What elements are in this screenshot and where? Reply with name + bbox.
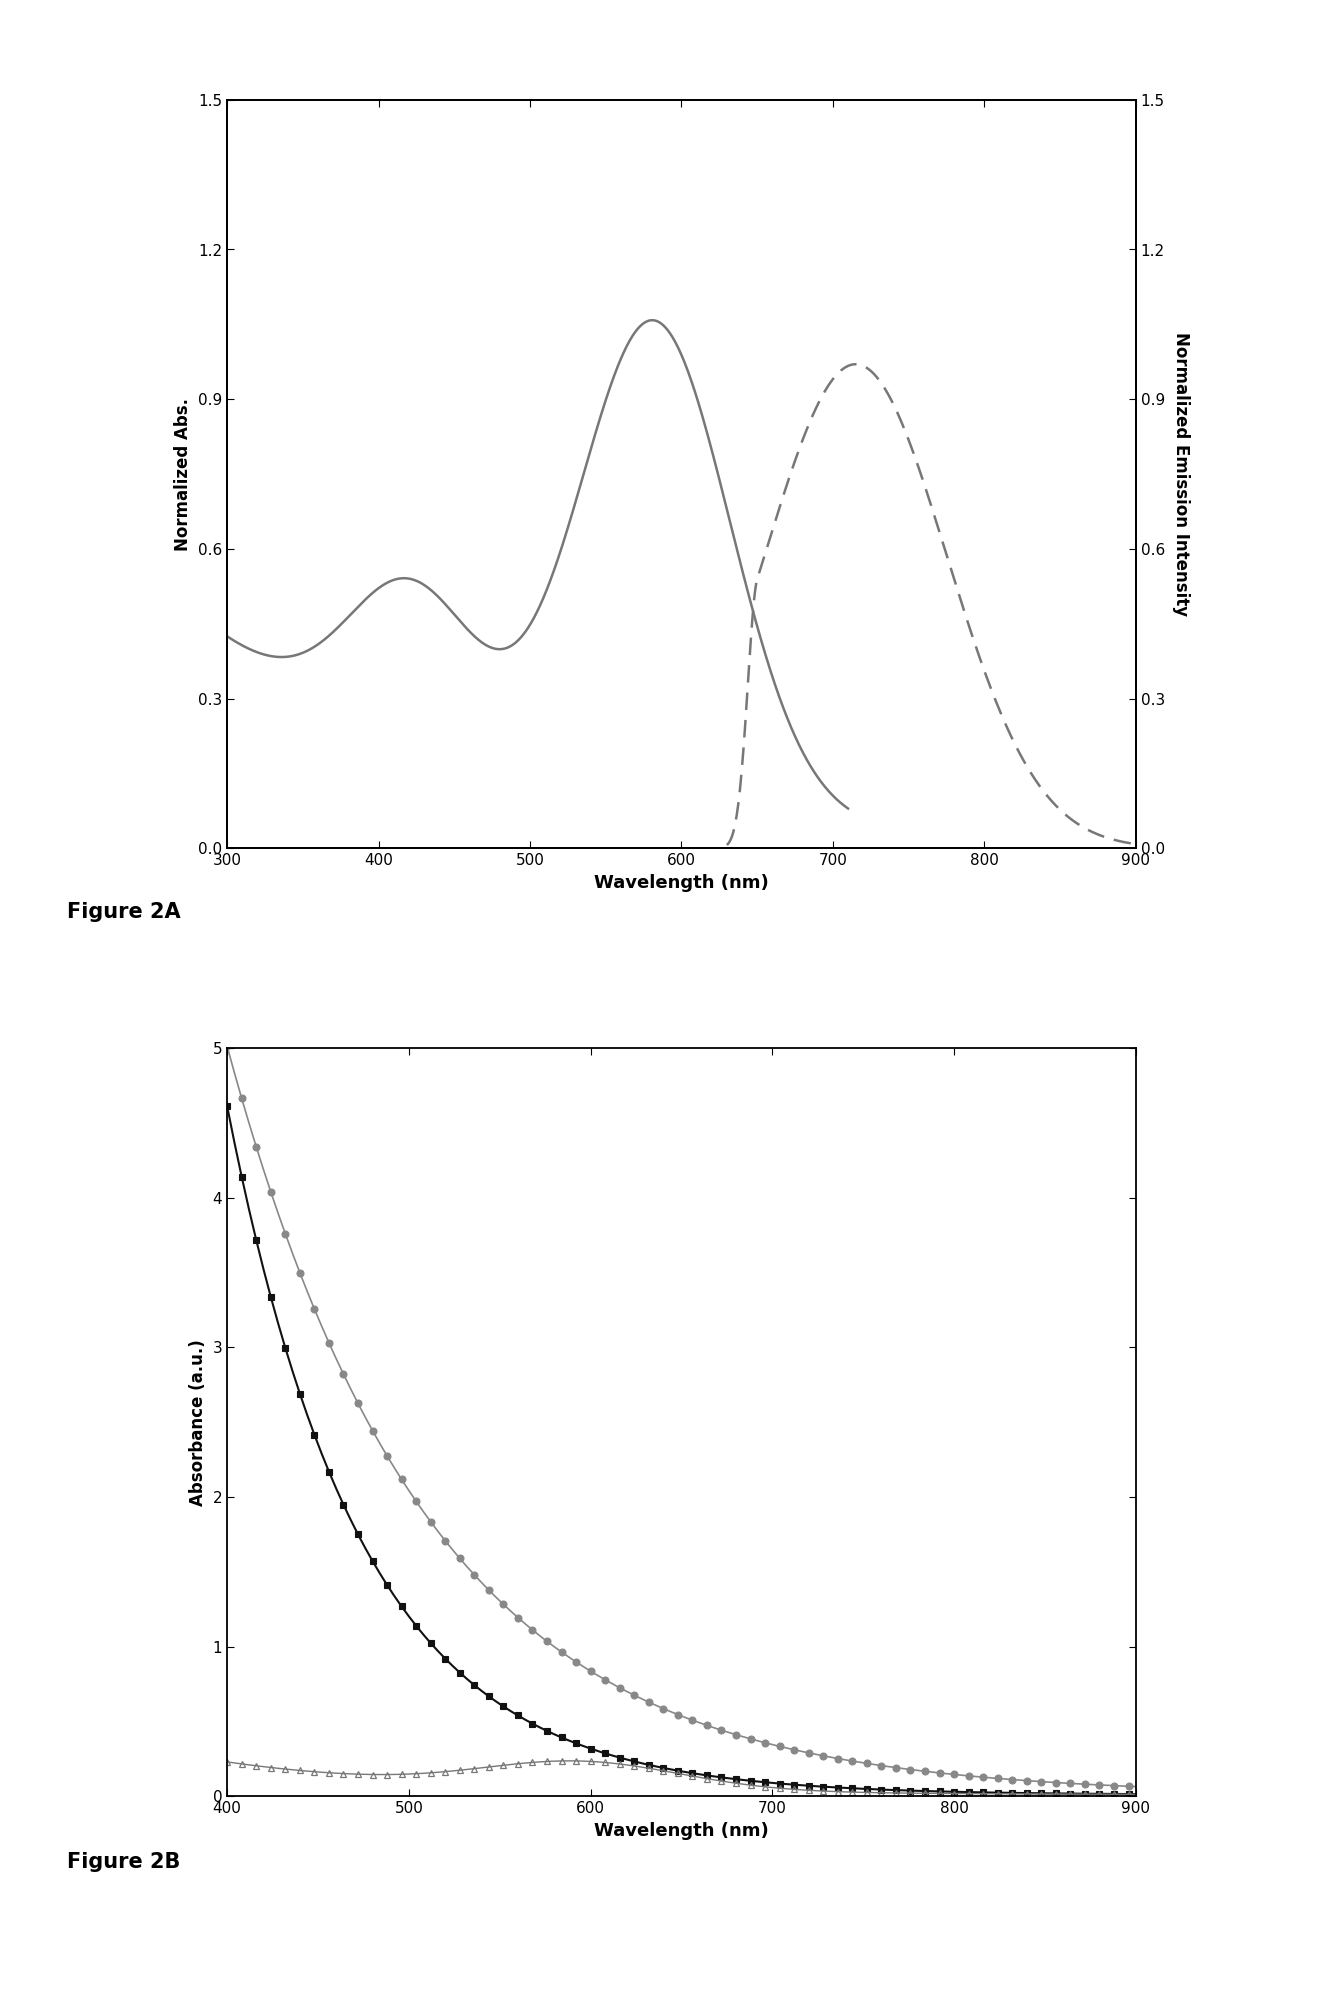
Y-axis label: Normalized Emission Intensity: Normalized Emission Intensity xyxy=(1172,331,1189,617)
Y-axis label: Absorbance (a.u.): Absorbance (a.u.) xyxy=(188,1339,207,1505)
Y-axis label: Normalized Abs.: Normalized Abs. xyxy=(175,397,192,551)
X-axis label: Wavelength (nm): Wavelength (nm) xyxy=(595,874,768,892)
Text: Figure 2A: Figure 2A xyxy=(67,902,180,922)
Text: Figure 2B: Figure 2B xyxy=(67,1852,180,1872)
X-axis label: Wavelength (nm): Wavelength (nm) xyxy=(595,1822,768,1840)
